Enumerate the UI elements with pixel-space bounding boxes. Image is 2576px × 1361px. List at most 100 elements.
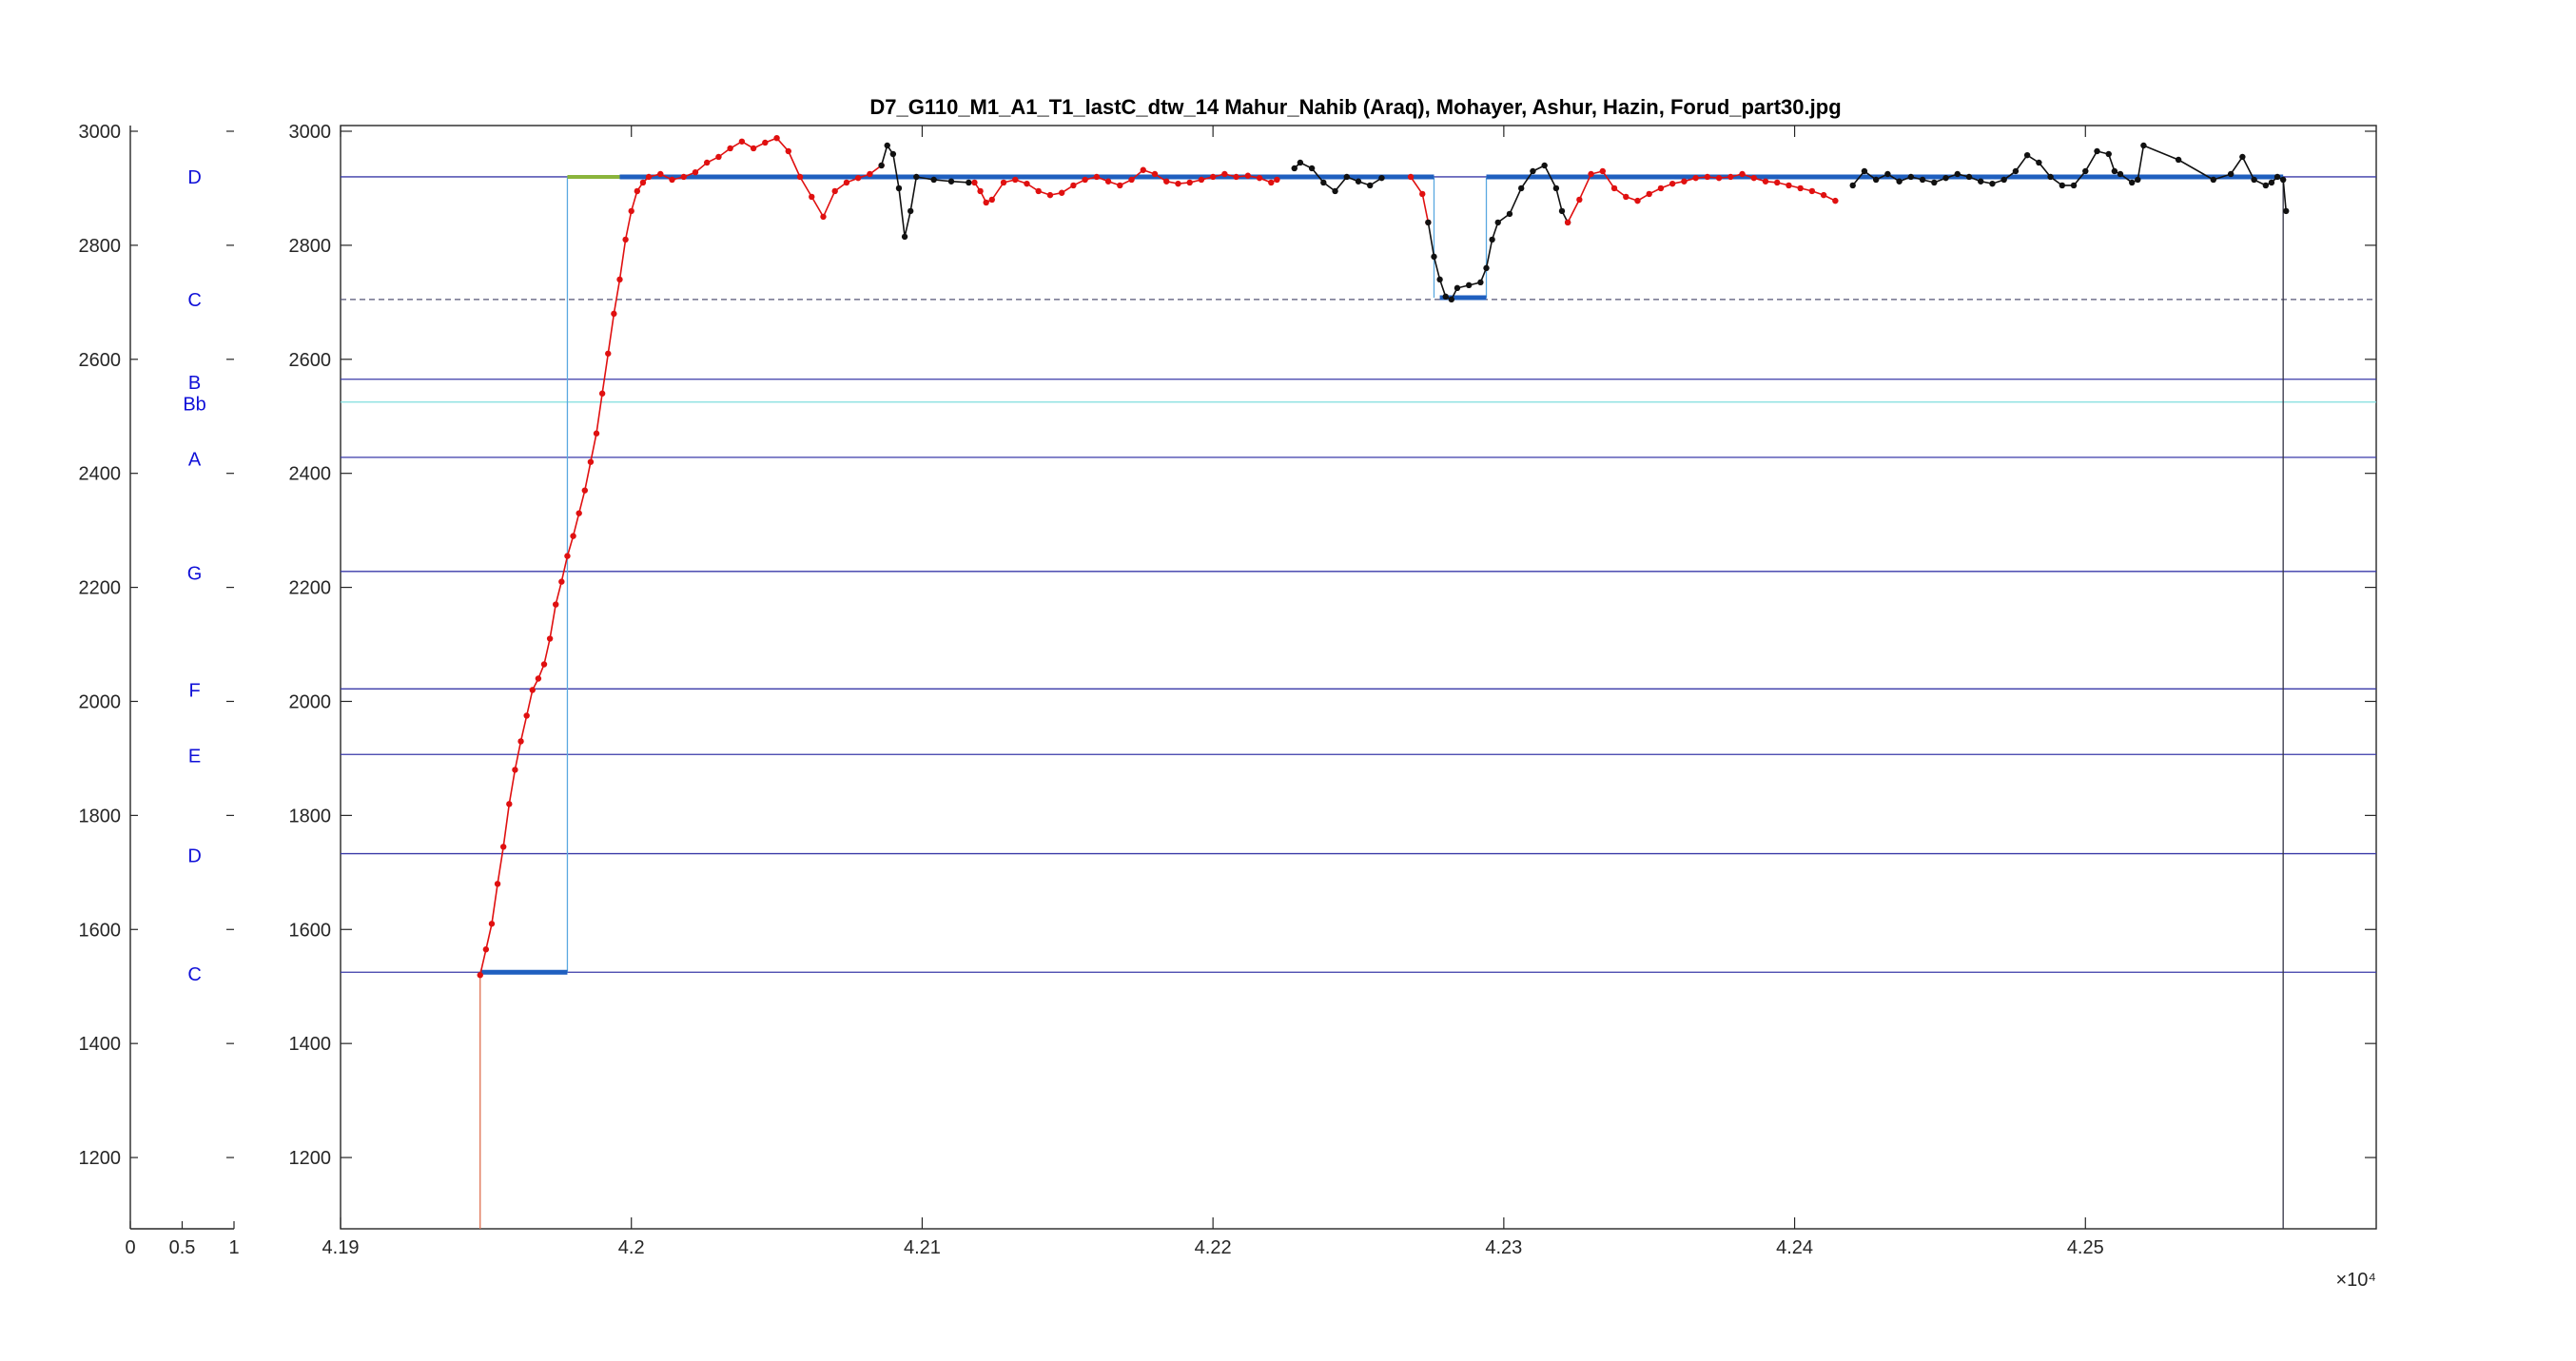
y-tick-label: 2200 xyxy=(79,578,122,599)
y-tick-label: 2800 xyxy=(289,236,332,257)
note-label: F xyxy=(188,680,200,701)
pitch-point xyxy=(2279,176,2287,184)
pitch-point xyxy=(2111,167,2118,175)
pitch-point xyxy=(494,881,501,887)
pitch-point xyxy=(1715,174,1723,182)
x-tick-label: 0 xyxy=(125,1237,135,1258)
pitch-point xyxy=(535,675,542,682)
pitch-point xyxy=(517,738,524,745)
pitch-point xyxy=(1140,166,1146,173)
pitch-point xyxy=(966,179,972,186)
pitch-point xyxy=(2135,176,2141,184)
y-tick-label: 2600 xyxy=(79,350,122,371)
pitch-point xyxy=(628,207,634,215)
x-tick-label: 0.5 xyxy=(169,1237,196,1258)
x-tick-label: 4.21 xyxy=(904,1237,941,1258)
pitch-point xyxy=(831,187,838,195)
pitch-point xyxy=(605,350,612,357)
pitch-point xyxy=(1291,165,1298,172)
plot-frame xyxy=(340,125,2377,1230)
pitch-point xyxy=(2070,182,2078,189)
pitch-point xyxy=(977,187,984,195)
pitch-point xyxy=(1518,185,1525,192)
pitch-point xyxy=(2262,182,2270,189)
note-label: B xyxy=(188,373,201,394)
pitch-point xyxy=(1198,176,1205,184)
pitch-point xyxy=(1046,191,1054,199)
pitch-point xyxy=(884,142,890,149)
pitch-point xyxy=(820,213,827,221)
pitch-point xyxy=(1681,178,1688,185)
pitch-point xyxy=(477,972,483,979)
pitch-point xyxy=(1058,189,1065,196)
pitch-point xyxy=(738,138,746,145)
pitch-point xyxy=(1128,176,1135,184)
pitch-point xyxy=(1425,219,1432,226)
x-tick-label: 4.24 xyxy=(1776,1237,1813,1258)
pitch-point xyxy=(2117,170,2124,178)
pitch-point xyxy=(988,196,996,204)
pitch-point xyxy=(889,150,897,158)
pitch-point xyxy=(1552,185,1560,192)
pitch-point xyxy=(1861,167,1868,175)
y-tick-label: 1600 xyxy=(289,920,332,941)
pitch-point xyxy=(727,145,733,152)
pitch-point xyxy=(1727,173,1734,181)
pitch-point xyxy=(2140,142,2147,149)
pitch-point xyxy=(1332,187,1338,195)
pitch-point xyxy=(1919,176,1926,184)
pitch-point xyxy=(715,153,722,161)
pitch-point xyxy=(1483,264,1490,272)
x-exponent-label: ×10⁴ xyxy=(2335,1270,2376,1291)
pitch-point xyxy=(1221,170,1228,178)
pitch-point xyxy=(598,390,606,397)
pitch-point xyxy=(1093,173,1101,181)
pitch-point xyxy=(634,187,641,195)
y-tick-label: 3000 xyxy=(79,122,122,143)
pitch-point xyxy=(1669,180,1676,187)
pitch-point xyxy=(796,173,804,181)
x-tick-label: 4.19 xyxy=(322,1237,360,1258)
pitch-point xyxy=(1000,179,1007,186)
pitch-point xyxy=(1244,172,1252,179)
pitch-series-line xyxy=(1410,176,1430,224)
pitch-point xyxy=(570,533,576,539)
pitch-point xyxy=(1774,179,1781,186)
pitch-point xyxy=(1489,236,1495,243)
pitch-point xyxy=(913,173,920,181)
pitch-point xyxy=(1431,253,1437,261)
note-label: E xyxy=(188,746,201,767)
pitch-point xyxy=(907,207,914,215)
pitch-point xyxy=(2239,153,2246,161)
pitch-point xyxy=(1308,165,1316,172)
pitch-point xyxy=(1530,167,1536,175)
pitch-point xyxy=(2227,170,2234,178)
y-tick-label: 1800 xyxy=(79,806,122,826)
y-tick-label: 2200 xyxy=(289,578,332,599)
pitch-point xyxy=(1448,296,1455,303)
pitch-point xyxy=(1477,279,1484,286)
y-tick-label: 1400 xyxy=(289,1034,332,1055)
pitch-point xyxy=(1599,167,1607,175)
pitch-point xyxy=(1786,182,1792,189)
pitch-point xyxy=(1355,178,1362,185)
pitch-point xyxy=(1209,173,1217,181)
pitch-point xyxy=(1564,219,1571,226)
pitch-point xyxy=(1704,173,1711,181)
pitch-point xyxy=(983,199,989,206)
y-tick-label: 1200 xyxy=(289,1148,332,1169)
pitch-point xyxy=(506,801,513,807)
pitch-point xyxy=(971,179,978,186)
pitch-series-line xyxy=(478,137,883,976)
pitch-point xyxy=(2059,182,2066,189)
y-tick-label: 3000 xyxy=(289,122,332,143)
pitch-point xyxy=(773,134,780,142)
pitch-point xyxy=(523,712,530,719)
pitch-point xyxy=(1739,170,1746,178)
x-tick-label: 4.22 xyxy=(1195,1237,1232,1258)
pitch-point xyxy=(1506,210,1513,218)
pitch-point xyxy=(1407,173,1415,181)
y-tick-label: 1800 xyxy=(289,806,332,826)
pitch-point xyxy=(1692,174,1699,182)
